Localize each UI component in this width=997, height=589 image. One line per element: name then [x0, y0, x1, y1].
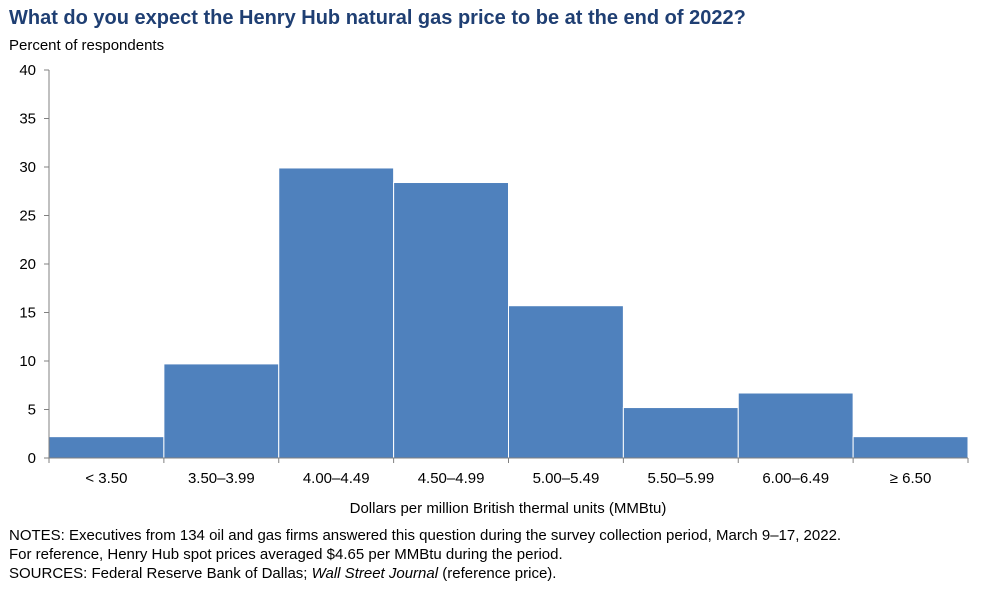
x-tick-label: 6.00–6.49	[762, 470, 829, 487]
axes-group: 0 5 10 15 20 25 30 35 40 < 3.50 3.50–3.99 4.00–4.49…	[19, 62, 969, 487]
y-tick-label: 35	[19, 111, 36, 128]
y-tick-label: 20	[19, 256, 36, 273]
bar-1	[48, 436, 165, 459]
y-tick-label: 0	[28, 450, 36, 467]
bars-group	[48, 167, 969, 459]
histogram-chart: 0 5 10 15 20 25 30 35 40 < 3.50 3.50–3.99 4.00–4.49…	[19, 62, 969, 517]
x-axis-title: Dollars per million British thermal unit…	[350, 500, 667, 517]
sources-suffix: (reference price).	[438, 565, 557, 582]
sources-prefix: SOURCES: Federal Reserve Bank of Dallas;	[9, 565, 312, 582]
x-tick-label: 5.00–5.49	[533, 470, 600, 487]
bar-4	[393, 182, 509, 459]
bar-2	[163, 363, 280, 459]
y-tick-label: 10	[19, 353, 36, 370]
notes-line-1: NOTES: Executives from 134 oil and gas f…	[9, 527, 842, 544]
notes-line-2: For reference, Henry Hub spot prices ave…	[9, 546, 563, 563]
y-tick-label: 30	[19, 159, 36, 176]
x-tick-label: 4.00–4.49	[303, 470, 370, 487]
bar-7	[737, 392, 854, 459]
y-tick-label: 25	[19, 208, 36, 225]
y-tick-label: 5	[28, 402, 36, 419]
sources-italic: Wall Street Journal	[311, 565, 439, 582]
bar-8	[852, 436, 969, 459]
x-tick-label: 4.50–4.99	[418, 470, 485, 487]
x-tick-label: ≥ 6.50	[890, 470, 932, 487]
y-tick-label: 40	[19, 62, 36, 79]
x-tick-label: 3.50–3.99	[188, 470, 255, 487]
bar-6	[622, 407, 739, 459]
bar-3	[278, 167, 395, 459]
sources-line: SOURCES: Federal Reserve Bank of Dallas;…	[9, 564, 841, 583]
bar-5	[508, 305, 624, 459]
x-tick-label: < 3.50	[85, 470, 127, 487]
notes-block: NOTES: Executives from 134 oil and gas f…	[9, 526, 841, 583]
x-tick-label: 5.50–5.99	[647, 470, 714, 487]
y-axis-label: Percent of respondents	[9, 37, 165, 54]
chart-title: What do you expect the Henry Hub natural…	[9, 7, 746, 29]
y-tick-label: 15	[19, 305, 36, 322]
